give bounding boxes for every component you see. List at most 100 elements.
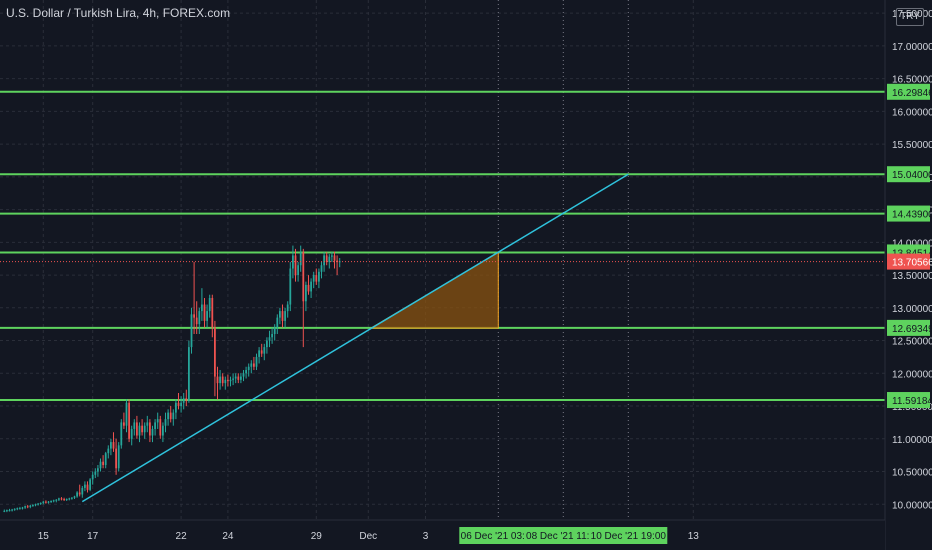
candle-body — [76, 492, 78, 497]
candle — [138, 422, 141, 443]
candle — [94, 468, 97, 479]
candle — [128, 399, 130, 443]
candle — [143, 422, 146, 439]
candle-body — [193, 314, 195, 318]
candle — [133, 419, 136, 436]
candle-body — [331, 255, 333, 257]
candle — [68, 497, 71, 501]
candle — [71, 497, 73, 500]
price-tick-label: 16.50000 — [892, 75, 932, 86]
candle — [221, 373, 224, 387]
candle-body — [81, 487, 84, 495]
chart-drawings[interactable] — [81, 173, 629, 503]
candle-body — [201, 304, 203, 312]
candle — [21, 506, 24, 510]
candle-body — [169, 412, 172, 420]
candle — [268, 330, 271, 348]
candle — [333, 251, 336, 269]
candle — [112, 432, 115, 452]
candle — [336, 255, 338, 276]
candle-body — [24, 506, 26, 508]
candle-body — [110, 442, 112, 449]
candle — [50, 500, 52, 503]
time-tick-label: 17 — [87, 531, 99, 542]
candle — [214, 320, 216, 397]
price-axis[interactable]: 10.0000010.5000011.0000011.5000012.00000… — [884, 0, 932, 550]
candle — [188, 340, 190, 403]
candle — [216, 366, 219, 400]
candle — [255, 353, 258, 371]
candle-body — [190, 314, 193, 348]
candle-body — [333, 255, 336, 261]
time-marker-label-bg — [459, 527, 538, 544]
candle-body — [26, 506, 29, 508]
candle-body — [253, 363, 255, 367]
candle — [307, 275, 310, 295]
candle-body — [32, 504, 34, 506]
candle-body — [130, 428, 133, 439]
candle-body — [177, 402, 180, 407]
candle — [65, 498, 68, 502]
candle-body — [21, 507, 24, 509]
candle — [24, 505, 26, 509]
candle — [302, 248, 305, 348]
candle-body — [125, 402, 128, 426]
candle-body — [250, 363, 253, 367]
candle — [3, 509, 6, 513]
candle — [318, 268, 320, 289]
time-marker-label-bg — [589, 527, 668, 544]
candle-body — [84, 484, 86, 488]
candle-body — [13, 508, 16, 510]
candle-body — [138, 425, 141, 436]
candle-body — [141, 425, 143, 433]
time-tick-label: 15 — [38, 531, 50, 542]
price-tick-label: 15.50000 — [892, 140, 932, 151]
candle-body — [55, 499, 58, 501]
candle-body — [156, 419, 159, 423]
candle — [146, 415, 149, 433]
candle-body — [208, 297, 211, 312]
candle — [258, 347, 260, 364]
candle — [60, 497, 63, 501]
candle — [279, 307, 281, 325]
candle-body — [320, 265, 323, 272]
chart-grid — [0, 0, 885, 520]
candle — [211, 294, 214, 338]
candle — [250, 360, 253, 374]
candle — [289, 261, 292, 312]
candle-body — [133, 422, 136, 429]
level-price-label: 12.69349 — [892, 324, 932, 335]
candle — [203, 297, 206, 328]
level-price-label: 11.59184 — [892, 396, 932, 407]
candle — [247, 363, 250, 377]
candle — [182, 392, 185, 410]
candle-body — [107, 448, 110, 454]
candle-body — [289, 268, 292, 305]
candle — [107, 445, 110, 459]
candle — [273, 324, 276, 341]
candle — [52, 499, 55, 503]
candle-body — [11, 509, 13, 511]
candle-body — [312, 275, 315, 282]
candle — [180, 396, 182, 413]
candle-body — [185, 398, 188, 401]
candle-body — [325, 255, 328, 262]
candle-body — [151, 428, 154, 436]
candle — [281, 304, 284, 328]
time-tick-label: Dec — [359, 531, 377, 542]
horizontal-levels[interactable] — [0, 90, 885, 402]
currency-button[interactable]: TRY — [896, 8, 924, 26]
candle-body — [154, 422, 156, 429]
candle-body — [198, 311, 201, 325]
candle-body — [16, 508, 19, 510]
level-price-label: 15.04000 — [892, 170, 932, 181]
candle-body — [143, 425, 146, 433]
candle-body — [211, 297, 214, 328]
candle-body — [299, 252, 302, 266]
candle — [141, 419, 143, 436]
candle — [34, 503, 37, 507]
candle-body — [34, 504, 37, 506]
candle-body — [203, 304, 206, 321]
